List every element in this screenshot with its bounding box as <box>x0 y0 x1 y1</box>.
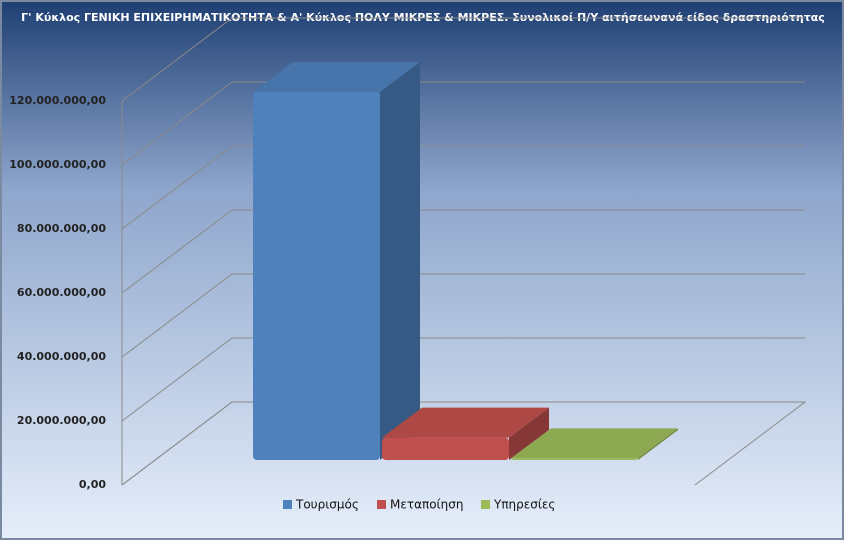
bar-side <box>380 62 420 460</box>
bar-top <box>253 62 420 92</box>
legend-label: Υπηρεσίες <box>493 498 555 512</box>
bar <box>382 437 509 460</box>
grid-line <box>121 17 805 102</box>
grid-line <box>121 401 805 486</box>
grid-line <box>121 273 805 358</box>
grid-line <box>121 337 805 422</box>
legend-label: Τουρισμός <box>295 498 359 512</box>
bar <box>511 458 638 460</box>
grid-line <box>121 81 805 166</box>
grid-line <box>121 209 805 294</box>
bar-side <box>638 428 678 460</box>
legend-swatch <box>377 500 386 509</box>
bar-top <box>511 428 678 459</box>
y-tick-label: 120.000.000,00 <box>9 94 106 107</box>
bar-top <box>382 407 549 438</box>
grid-line <box>121 145 805 230</box>
legend-swatch <box>283 500 292 509</box>
y-tick-label: 100.000.000,00 <box>9 158 106 171</box>
bar-side <box>509 407 549 460</box>
legend-label: Μεταποίηση <box>390 498 463 512</box>
y-tick-label: 0,00 <box>79 478 106 491</box>
y-tick-label: 40.000.000,00 <box>17 350 106 363</box>
bar <box>253 92 380 460</box>
y-tick-label: 20.000.000,00 <box>17 414 106 427</box>
y-tick-label: 80.000.000,00 <box>17 222 106 235</box>
legend-swatch <box>481 500 490 509</box>
y-tick-label: 60.000.000,00 <box>17 286 106 299</box>
